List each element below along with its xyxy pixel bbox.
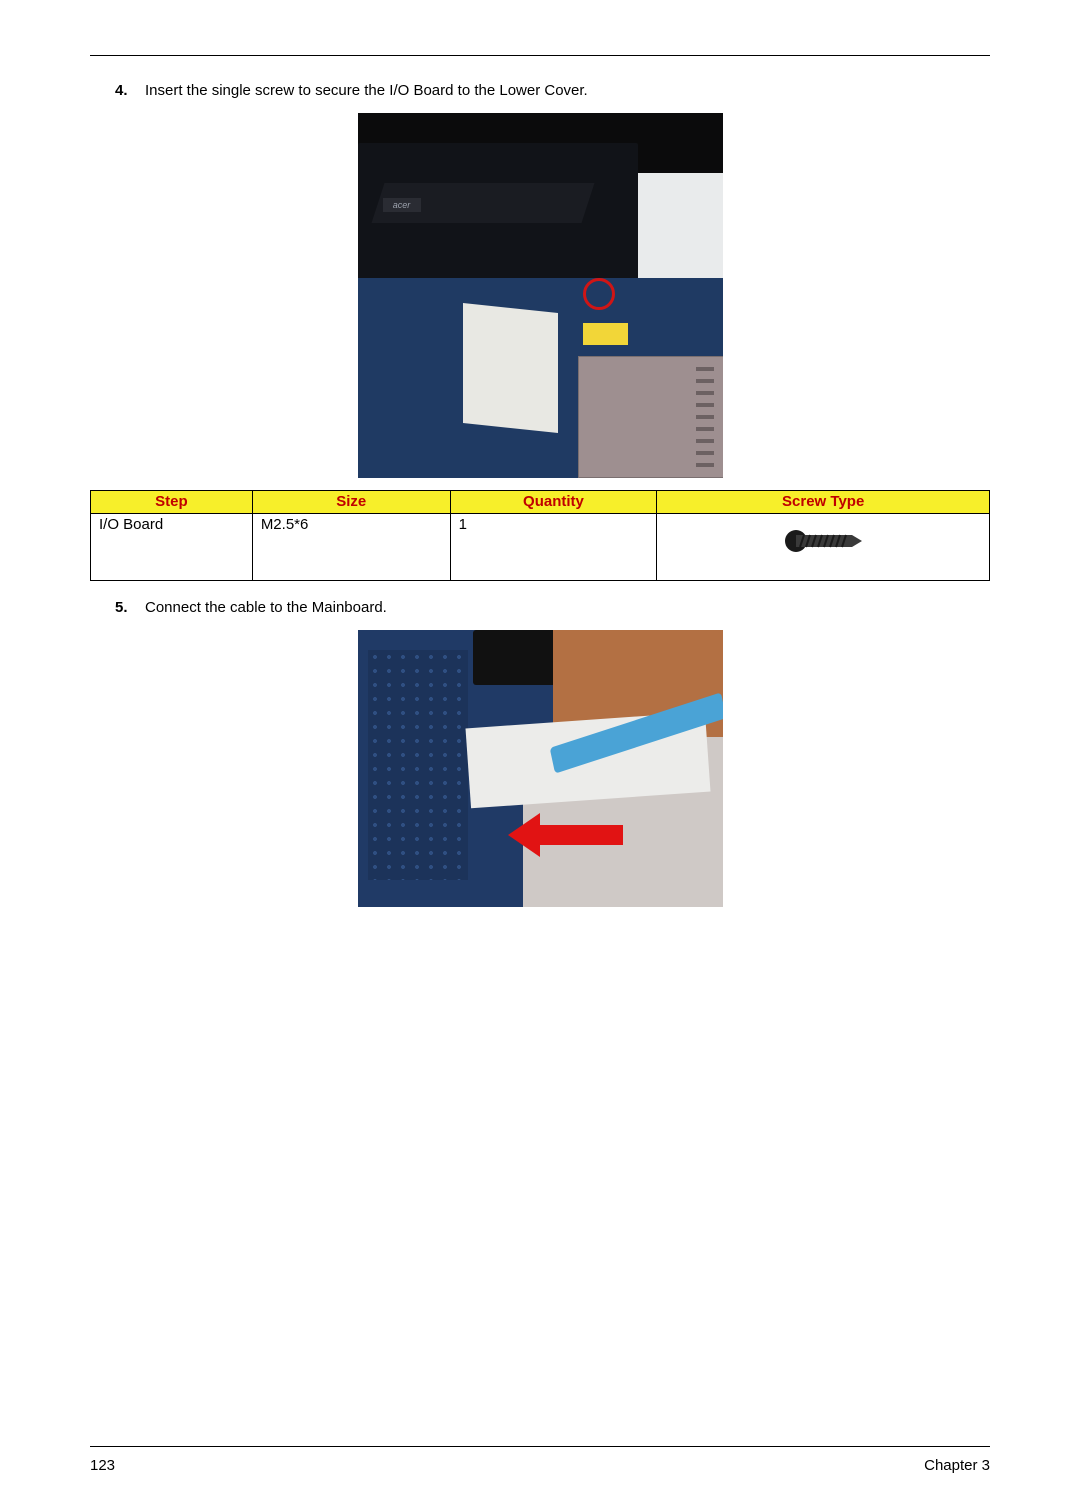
step-4-text: Insert the single screw to secure the I/… (145, 82, 990, 99)
chapter-label: Chapter 3 (924, 1457, 990, 1474)
td-screw-type (657, 514, 990, 581)
th-size: Size (252, 491, 450, 514)
td-size: M2.5*6 (252, 514, 450, 581)
step-5: 5. Connect the cable to the Mainboard. (115, 599, 990, 616)
callout-circle-icon (583, 278, 615, 310)
page-number: 123 (90, 1457, 115, 1474)
arrow-icon (533, 825, 623, 845)
table-row: I/O Board M2.5*6 1 (91, 514, 990, 581)
step-5-number: 5. (115, 599, 145, 616)
td-step: I/O Board (91, 514, 253, 581)
acer-logo: acer (383, 198, 421, 212)
top-rule (90, 55, 990, 56)
figure-1: acer (90, 113, 990, 478)
step-4: 4. Insert the single screw to secure the… (115, 82, 990, 99)
screw-icon (784, 526, 862, 560)
figure-2 (90, 630, 990, 907)
step-5-text: Connect the cable to the Mainboard. (145, 599, 990, 616)
photo-io-board: acer (358, 113, 723, 478)
td-quantity: 1 (450, 514, 657, 581)
screw-table: Step Size Quantity Screw Type I/O Board … (90, 490, 990, 581)
page-footer: 123 Chapter 3 (90, 1446, 990, 1474)
photo-mainboard-cable (358, 630, 723, 907)
th-screw-type: Screw Type (657, 491, 990, 514)
th-quantity: Quantity (450, 491, 657, 514)
th-step: Step (91, 491, 253, 514)
step-4-number: 4. (115, 82, 145, 99)
